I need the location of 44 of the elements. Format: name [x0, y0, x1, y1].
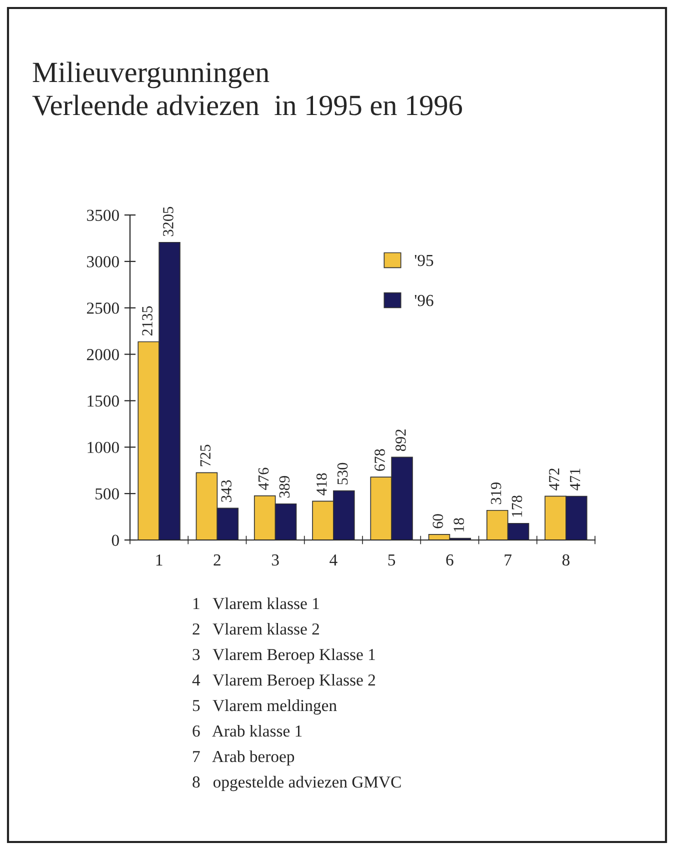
data-label: 3205	[163, 206, 174, 236]
x-tick-label: 8	[562, 554, 570, 566]
y-tick-label: 1500	[88, 395, 119, 407]
legend-label: '96	[414, 294, 434, 306]
y-tick-label: 0	[112, 534, 119, 546]
text: 1 Vlarem klasse 1	[193, 597, 319, 610]
x-tick-label: 4	[330, 554, 338, 566]
data-label: 476	[258, 468, 269, 490]
text: 3 Vlarem Beroep Klasse 1	[192, 648, 375, 664]
text: 5 Vlarem meldingen	[192, 699, 337, 715]
data-label: 60	[432, 514, 444, 528]
x-tick-label: 6	[446, 554, 454, 566]
y-tick-label: 3500	[87, 210, 119, 221]
data-label: 389	[279, 476, 290, 498]
text: 2 Vlarem klasse 2	[192, 622, 319, 635]
y-tick-label: 1000	[88, 442, 119, 454]
data-label: 892	[396, 430, 406, 452]
data-label: 472	[549, 468, 560, 490]
data-label: 725	[200, 444, 211, 466]
text: 8 opgestelde adviezen GMVC	[192, 776, 401, 792]
data-label: 418	[316, 473, 327, 496]
data-label: 530	[337, 462, 348, 484]
text: 6 Arab klasse 1	[192, 724, 302, 737]
data-label: 319	[490, 482, 502, 504]
data-label: 678	[374, 449, 385, 471]
data-label: 178	[512, 496, 522, 517]
chart-subtitle: Verleende adviezen in 1995 en 1996	[32, 94, 462, 116]
text: 4 Vlarem Beroep Klasse 2	[192, 674, 375, 690]
data-label: 2135	[142, 306, 152, 336]
x-tick-label: 7	[504, 554, 512, 566]
y-tick-label: 500	[96, 488, 119, 500]
data-label: 343	[221, 480, 232, 502]
x-tick-label: 2	[214, 554, 220, 566]
data-label: 471	[570, 468, 580, 490]
y-tick-label: 2500	[86, 302, 119, 314]
x-tick-label: 3	[272, 554, 279, 566]
y-tick-label: 2000	[86, 348, 119, 360]
legend-label: '95	[414, 254, 434, 266]
text: 7 Arab beroep	[193, 750, 294, 766]
y-tick-label: 3000	[87, 256, 119, 268]
data-label: 18	[454, 518, 464, 532]
x-tick-label: 5	[388, 554, 396, 566]
chart-title: Milieuvergunningen	[32, 62, 270, 88]
x-tick-label: 1	[156, 554, 162, 566]
